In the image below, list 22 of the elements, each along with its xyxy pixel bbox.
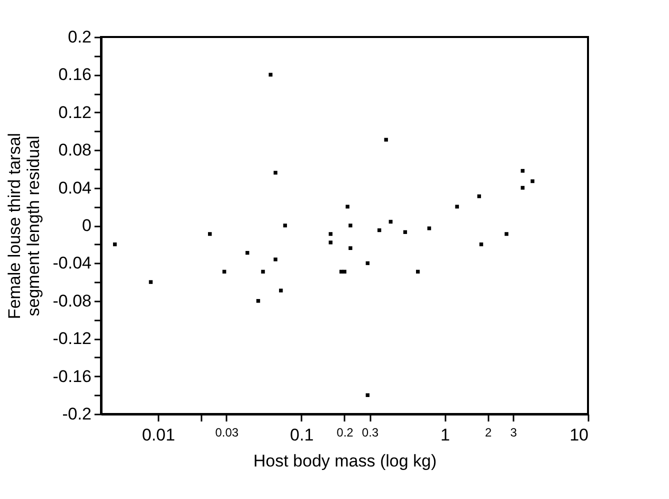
y-tick-label: 0.04 xyxy=(58,178,92,198)
x-tick-label: 3 xyxy=(510,426,518,440)
y-tick-label: -0.12 xyxy=(52,329,92,348)
y-tick-label: 0.16 xyxy=(58,65,92,84)
y-tick-label: -0.04 xyxy=(52,254,92,273)
x-tick-label: 0.03 xyxy=(215,426,239,440)
x-tick-label: 0.01 xyxy=(142,426,176,444)
y-tick-label: -0.08 xyxy=(52,291,92,310)
x-tick-label: 0.3 xyxy=(362,426,379,440)
y-tick-label: 0.2 xyxy=(68,28,92,46)
x-tick-label: 10 xyxy=(570,426,588,444)
x-axis-title: Host body mass (log kg) xyxy=(253,452,437,470)
y-tick-label: 0 xyxy=(82,216,92,235)
y-tick-label: 0.08 xyxy=(58,140,92,160)
x-tick-label: 1 xyxy=(440,426,450,444)
y-tick-label: -0.2 xyxy=(62,404,92,424)
x-tick-label: 0.2 xyxy=(336,426,354,440)
x-tick-label: 0.1 xyxy=(290,426,314,444)
y-tick-label: -0.16 xyxy=(52,366,92,386)
y-axis-title: Female louse third tarsal segment length residual xyxy=(4,132,43,320)
x-tick-label: 2 xyxy=(484,426,492,440)
y-tick-label: 0.12 xyxy=(58,102,92,122)
